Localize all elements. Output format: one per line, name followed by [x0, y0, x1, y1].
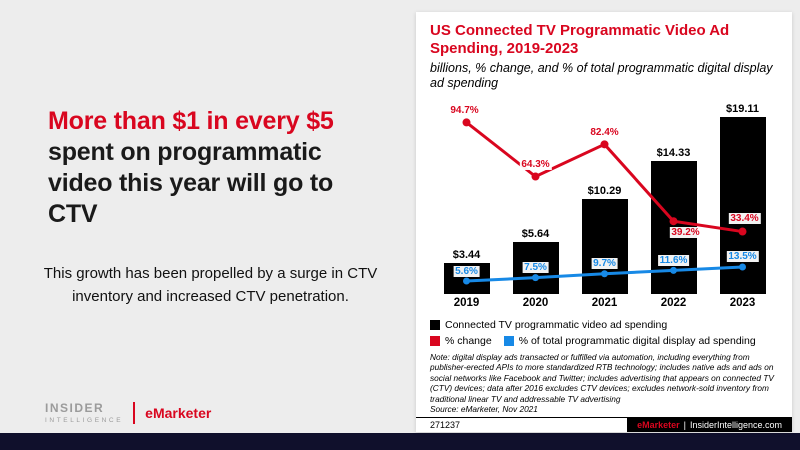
chart-footer: 271237 eMarketer | InsiderIntelligence.c… [416, 417, 792, 432]
bar-value-label: $19.11 [725, 102, 760, 115]
data-point [531, 172, 540, 181]
emarketer-logo: eMarketer [145, 404, 212, 421]
headline-highlight: More than $1 in every $5 [48, 107, 334, 135]
line-value-label: 11.6% [657, 254, 690, 266]
legend-label: % change [445, 334, 492, 347]
chart-id: 271237 [430, 420, 461, 430]
data-point [670, 266, 677, 274]
line-value-label: 13.5% [726, 251, 759, 263]
bar-value-label: $10.29 [587, 184, 622, 197]
bar-value-label: $14.33 [656, 147, 691, 160]
logo-insider-text: INSIDER [45, 401, 105, 415]
legend-swatch [430, 319, 440, 330]
line-pct-change [465, 120, 743, 233]
line-value-label: 82.4% [588, 126, 621, 138]
x-axis-label-2019: 2019 [453, 296, 480, 309]
headline-rest: spent on programmatic video this year wi… [48, 138, 334, 228]
data-point [462, 117, 471, 126]
footer-site: InsiderIntelligence.com [689, 420, 782, 430]
line-series-layer [462, 117, 747, 285]
chart-note: Note: digital display ads transacted or … [430, 351, 774, 404]
chart-title: US Connected TV Programmatic Video Ad Sp… [430, 22, 730, 57]
headline: More than $1 in every $5 spent on program… [48, 106, 378, 230]
data-point [463, 277, 470, 285]
line-value-label: 39.2% [669, 226, 702, 238]
legend-item: Connected TV programmatic video ad spend… [430, 319, 667, 331]
x-axis-label-2022: 2022 [660, 296, 687, 309]
line-value-label: 94.7% [448, 104, 481, 116]
legend-swatch [503, 335, 514, 346]
insider-intelligence-logo: INSIDER INTELLIGENCE [45, 401, 123, 424]
line-value-label: 7.5% [522, 262, 549, 274]
bottom-strip [0, 433, 800, 450]
legend-row: Connected TV programmatic video ad spend… [430, 319, 778, 331]
line-value-label: 5.6% [453, 265, 480, 277]
x-axis: 2019 2020 2021 2022 2023 [432, 297, 777, 312]
line-value-label: 9.7% [591, 258, 618, 270]
bar-2021 [581, 198, 628, 295]
legend-label: Connected TV programmatic video ad spend… [445, 318, 668, 331]
legend-label: % of total programmatic digital display … [518, 334, 756, 347]
logo-intelligence-text: INTELLIGENCE [45, 417, 124, 424]
footer-separator: | [683, 420, 686, 430]
data-point [601, 269, 608, 277]
legend-row: % change % of total programmatic digital … [430, 335, 778, 347]
data-point [669, 216, 678, 225]
brand-logo-lockup: INSIDER INTELLIGENCE eMarketer [45, 401, 211, 424]
bar-value-label: $3.44 [452, 248, 481, 261]
data-point [738, 227, 747, 236]
data-point [532, 273, 539, 281]
footer-emarketer: eMarketer [637, 420, 680, 430]
chart-card: US Connected TV Programmatic Video Ad Sp… [416, 12, 792, 432]
line-value-label: 64.3% [519, 159, 552, 171]
legend-item: % of total programmatic digital display … [503, 334, 756, 347]
chart-subtitle: billions, % change, and % of total progr… [430, 61, 773, 91]
chart-legend: Connected TV programmatic video ad spend… [430, 319, 778, 347]
footer-brand-bar: eMarketer | InsiderIntelligence.com [627, 418, 792, 432]
x-axis-label-2023: 2023 [729, 296, 756, 309]
chart-plot-area: $3.44 $5.64 $10.29 $14.33 $19.11 94.7% 64.3% 82… [432, 100, 777, 295]
x-axis-label-2021: 2021 [591, 296, 618, 309]
data-point [739, 262, 746, 270]
legend-item: % change [430, 335, 492, 347]
line-value-label: 33.4% [728, 213, 761, 225]
data-point [600, 139, 609, 148]
x-axis-label-2020: 2020 [522, 296, 549, 309]
legend-swatch [430, 335, 440, 346]
logo-divider [133, 401, 136, 424]
bar-value-label: $5.64 [521, 228, 550, 241]
supporting-text: This growth has been propelled by a surg… [43, 265, 378, 306]
chart-source: Source: eMarketer, Nov 2021 [430, 404, 538, 415]
